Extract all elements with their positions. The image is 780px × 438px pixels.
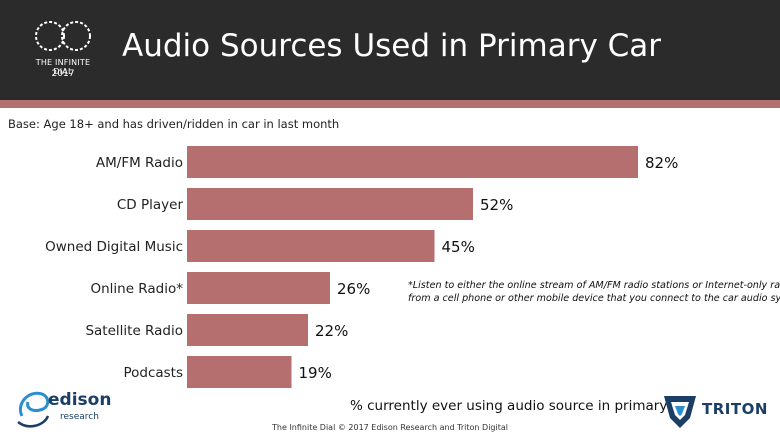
category-label-2: Owned Digital Music — [45, 239, 183, 255]
category-label-5: Podcasts — [123, 365, 183, 381]
value-label-4: 22% — [315, 322, 348, 340]
page-title: Audio Sources Used in Primary Car — [122, 28, 662, 64]
infinite-dial-logo: THE INFINITE DIAL 2017 — [28, 14, 98, 92]
bar-0 — [187, 146, 638, 178]
bar-3 — [187, 272, 330, 304]
value-label-5: 19% — [299, 364, 332, 382]
bar-5 — [187, 356, 292, 388]
footnote: *Listen to either the online stream of A… — [408, 279, 780, 305]
header-accent-stripe — [0, 100, 780, 108]
edison-logo: edison research — [14, 386, 124, 432]
edison-subtext: research — [60, 412, 99, 422]
category-label-4: Satellite Radio — [85, 323, 183, 339]
base-note: Base: Age 18+ and has driven/ridden in c… — [8, 117, 340, 131]
triton-logo: TRITON — [660, 388, 780, 432]
logo-line1: THE INFINITE DIAL — [35, 58, 91, 76]
chart-caption: % currently ever using audio source in p… — [350, 398, 693, 414]
bar-4 — [187, 314, 308, 346]
infinity-icon — [35, 21, 91, 51]
edison-wordmark: edison — [48, 390, 112, 410]
bar-2 — [187, 230, 435, 262]
value-label-3: 26% — [337, 280, 370, 298]
footnote-line2: from a cell phone or other mobile device… — [408, 293, 780, 304]
category-label-0: AM/FM Radio — [96, 155, 183, 171]
category-label-3: Online Radio* — [90, 281, 183, 297]
triton-wordmark: TRITON — [702, 400, 768, 418]
copyright: The Infinite Dial © 2017 Edison Research… — [272, 423, 508, 432]
bar-1 — [187, 188, 473, 220]
logo-line2: 2017 — [51, 69, 75, 79]
category-label-1: CD Player — [117, 197, 184, 213]
edison-swirl-icon — [17, 391, 50, 428]
value-label-1: 52% — [480, 196, 513, 214]
value-label-0: 82% — [645, 154, 678, 172]
value-label-2: 45% — [442, 238, 475, 256]
footnote-line1: *Listen to either the online stream of A… — [408, 280, 780, 291]
header-bar — [0, 0, 780, 100]
triton-shield-icon — [664, 396, 696, 428]
